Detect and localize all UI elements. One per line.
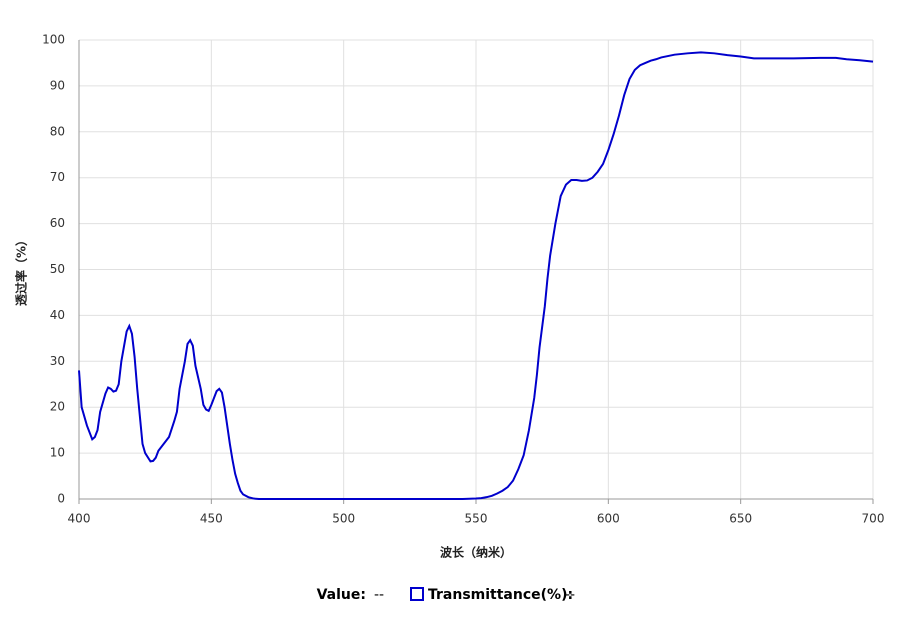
y-tick-label: 100 xyxy=(42,33,65,47)
data-line xyxy=(78,51,874,500)
y-tick-label: 60 xyxy=(50,216,65,230)
x-tick-label: 650 xyxy=(729,512,752,526)
legend-label[interactable]: Transmittance(%): xyxy=(428,587,573,603)
x-tick-label: 600 xyxy=(597,512,620,526)
y-tick-label: 10 xyxy=(50,446,65,460)
x-tick-label: 700 xyxy=(862,512,885,526)
readout-value: -- xyxy=(374,587,384,603)
x-axis-label: 波长（纳米） xyxy=(440,545,512,560)
x-tick-label: 400 xyxy=(68,512,91,526)
y-tick-label: 70 xyxy=(50,170,65,184)
y-tick-label: 20 xyxy=(50,400,65,414)
y-tick-label: 90 xyxy=(50,78,65,92)
y-tick-label: 40 xyxy=(50,308,65,322)
y-tick-label: 80 xyxy=(50,124,65,138)
legend-swatch[interactable] xyxy=(410,587,424,601)
x-tick-label: 450 xyxy=(200,512,223,526)
y-tick-label: 0 xyxy=(57,492,65,506)
legend-readout: -- xyxy=(565,587,575,603)
y-tick-label: 50 xyxy=(50,262,65,276)
y-tick-label: 30 xyxy=(50,354,65,368)
readout-label: Value: xyxy=(317,587,366,603)
y-axis-label: 透过率（%） xyxy=(14,234,29,306)
x-tick-label: 500 xyxy=(332,512,355,526)
x-tick-label: 550 xyxy=(465,512,488,526)
